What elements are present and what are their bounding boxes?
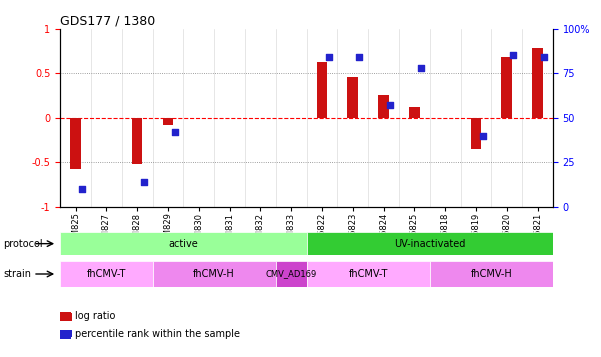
Point: [540, 54, 549, 60]
Text: protocol: protocol: [3, 238, 43, 249]
Point: [355, 54, 364, 60]
Point: [324, 54, 334, 60]
Bar: [409, 107, 419, 118]
Bar: [532, 48, 543, 118]
Text: fhCMV-H: fhCMV-H: [471, 269, 512, 279]
Bar: [347, 77, 358, 118]
Bar: [132, 118, 142, 164]
Bar: [70, 118, 81, 169]
Point: [478, 133, 487, 139]
Point: [385, 102, 395, 108]
Point: [170, 129, 180, 135]
FancyBboxPatch shape: [276, 261, 307, 287]
Point: [416, 65, 426, 71]
FancyBboxPatch shape: [60, 232, 307, 255]
Point: [508, 52, 518, 58]
Bar: [501, 57, 512, 118]
FancyBboxPatch shape: [307, 232, 553, 255]
Point: [78, 186, 87, 192]
Text: strain: strain: [3, 269, 31, 279]
FancyBboxPatch shape: [307, 261, 430, 287]
Point: [139, 179, 148, 185]
Bar: [378, 95, 389, 118]
Bar: [471, 118, 481, 149]
FancyBboxPatch shape: [153, 261, 276, 287]
Text: fhCMV-T: fhCMV-T: [87, 269, 126, 279]
FancyBboxPatch shape: [430, 261, 553, 287]
Text: CMV_AD169: CMV_AD169: [266, 270, 317, 278]
Text: fhCMV-T: fhCMV-T: [349, 269, 388, 279]
Text: active: active: [168, 238, 198, 249]
Text: fhCMV-H: fhCMV-H: [194, 269, 235, 279]
Text: GDS177 / 1380: GDS177 / 1380: [60, 14, 155, 27]
FancyBboxPatch shape: [60, 261, 153, 287]
Text: log ratio: log ratio: [75, 311, 115, 321]
Bar: [317, 62, 328, 118]
Text: UV-inactivated: UV-inactivated: [394, 238, 465, 249]
Text: percentile rank within the sample: percentile rank within the sample: [75, 329, 240, 339]
Bar: [162, 118, 173, 125]
